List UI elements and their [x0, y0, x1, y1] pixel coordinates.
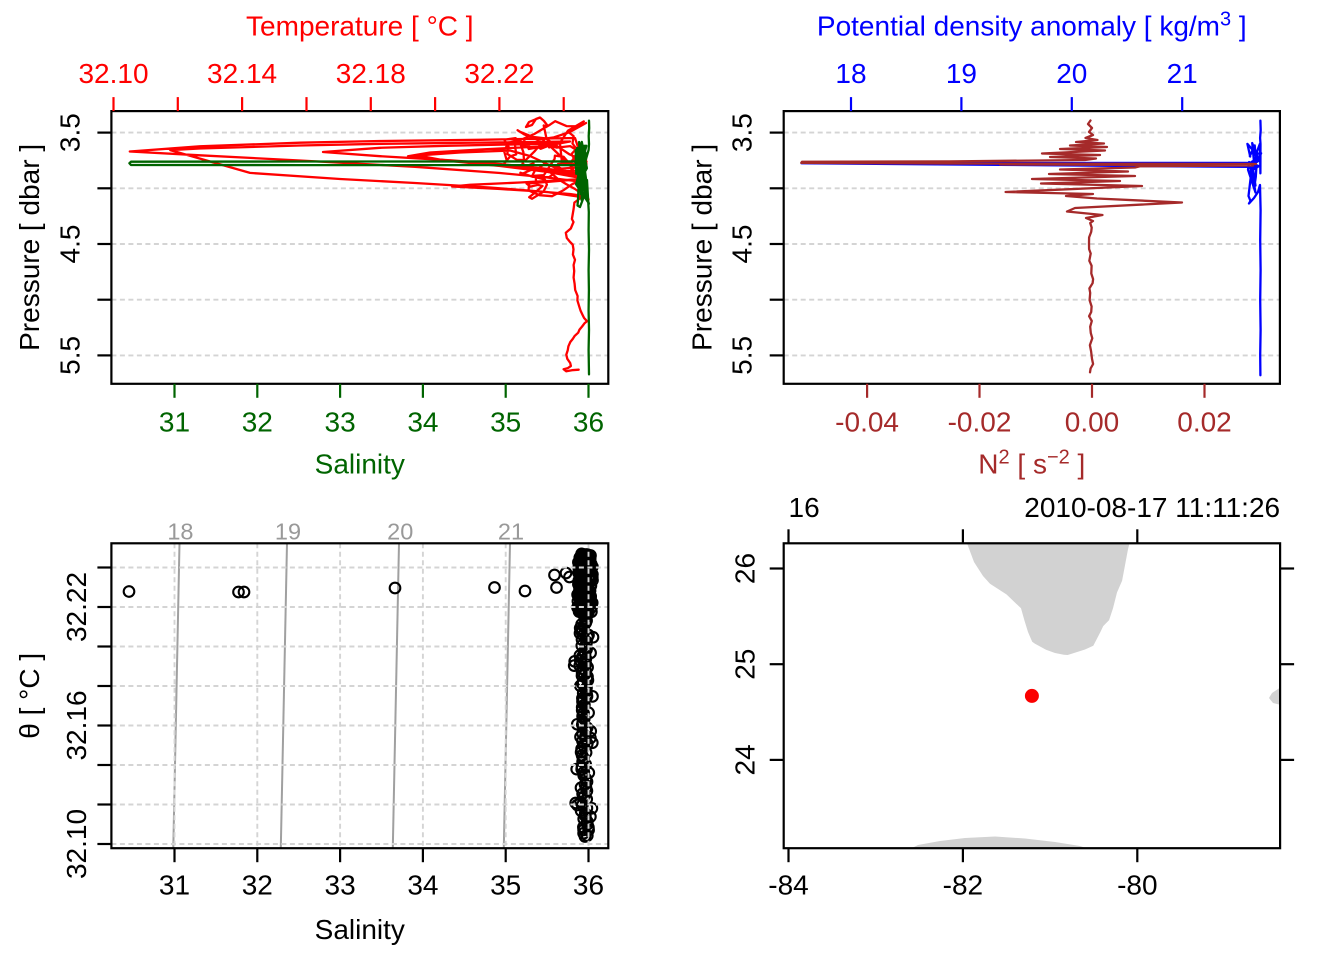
svg-text:35: 35	[490, 406, 521, 437]
svg-text:Pressure [ dbar ]: Pressure [ dbar ]	[14, 144, 45, 351]
svg-text:18: 18	[835, 58, 866, 89]
svg-text:N2 [ s−2 ]: N2 [ s−2 ]	[978, 447, 1085, 480]
svg-text:36: 36	[573, 406, 604, 437]
svg-text:31: 31	[159, 406, 190, 437]
svg-text:26: 26	[730, 553, 761, 584]
svg-text:24: 24	[730, 744, 761, 775]
svg-text:32.10: 32.10	[61, 809, 92, 879]
svg-text:0.02: 0.02	[1177, 406, 1232, 437]
svg-text:32.16: 32.16	[61, 690, 92, 760]
svg-text:36: 36	[573, 870, 604, 901]
svg-text:Potential density anomaly [ kg: Potential density anomaly [ kg/m3 ]	[817, 9, 1247, 42]
svg-text:35: 35	[490, 870, 521, 901]
svg-text:20: 20	[1056, 58, 1087, 89]
svg-text:19: 19	[946, 58, 977, 89]
svg-text:33: 33	[325, 406, 356, 437]
svg-text:0.00: 0.00	[1065, 406, 1120, 437]
svg-text:-84: -84	[768, 870, 808, 901]
svg-text:32.18: 32.18	[336, 58, 406, 89]
svg-text:Salinity: Salinity	[315, 914, 405, 945]
svg-text:3.5: 3.5	[727, 113, 758, 152]
svg-text:θ [ °C ]: θ [ °C ]	[14, 653, 45, 739]
svg-text:4.5: 4.5	[727, 225, 758, 264]
svg-text:Temperature [ °C ]: Temperature [ °C ]	[246, 11, 474, 42]
svg-text:32: 32	[242, 870, 273, 901]
svg-text:-0.04: -0.04	[835, 406, 899, 437]
svg-text:25: 25	[730, 649, 761, 680]
svg-text:Pressure [ dbar ]: Pressure [ dbar ]	[687, 144, 718, 351]
svg-text:5.5: 5.5	[55, 336, 86, 375]
svg-text:32.22: 32.22	[464, 58, 534, 89]
svg-text:20: 20	[387, 519, 413, 545]
svg-text:34: 34	[407, 870, 438, 901]
svg-text:21: 21	[1167, 58, 1198, 89]
svg-text:4.5: 4.5	[55, 225, 86, 264]
svg-text:3.5: 3.5	[55, 113, 86, 152]
svg-text:2010-08-17 11:11:26: 2010-08-17 11:11:26	[1024, 492, 1280, 523]
svg-text:18: 18	[167, 519, 193, 545]
svg-text:-82: -82	[943, 870, 983, 901]
svg-text:16: 16	[789, 492, 820, 523]
svg-text:-0.02: -0.02	[948, 406, 1012, 437]
svg-text:34: 34	[407, 406, 438, 437]
svg-text:Salinity: Salinity	[315, 449, 405, 480]
svg-text:21: 21	[498, 519, 524, 545]
svg-text:32.10: 32.10	[78, 58, 148, 89]
svg-text:5.5: 5.5	[727, 336, 758, 375]
svg-text:32.22: 32.22	[61, 572, 92, 642]
svg-text:33: 33	[325, 870, 356, 901]
svg-text:32.14: 32.14	[207, 58, 277, 89]
svg-text:31: 31	[159, 870, 190, 901]
svg-text:-80: -80	[1117, 870, 1157, 901]
svg-text:19: 19	[275, 519, 301, 545]
svg-text:32: 32	[242, 406, 273, 437]
